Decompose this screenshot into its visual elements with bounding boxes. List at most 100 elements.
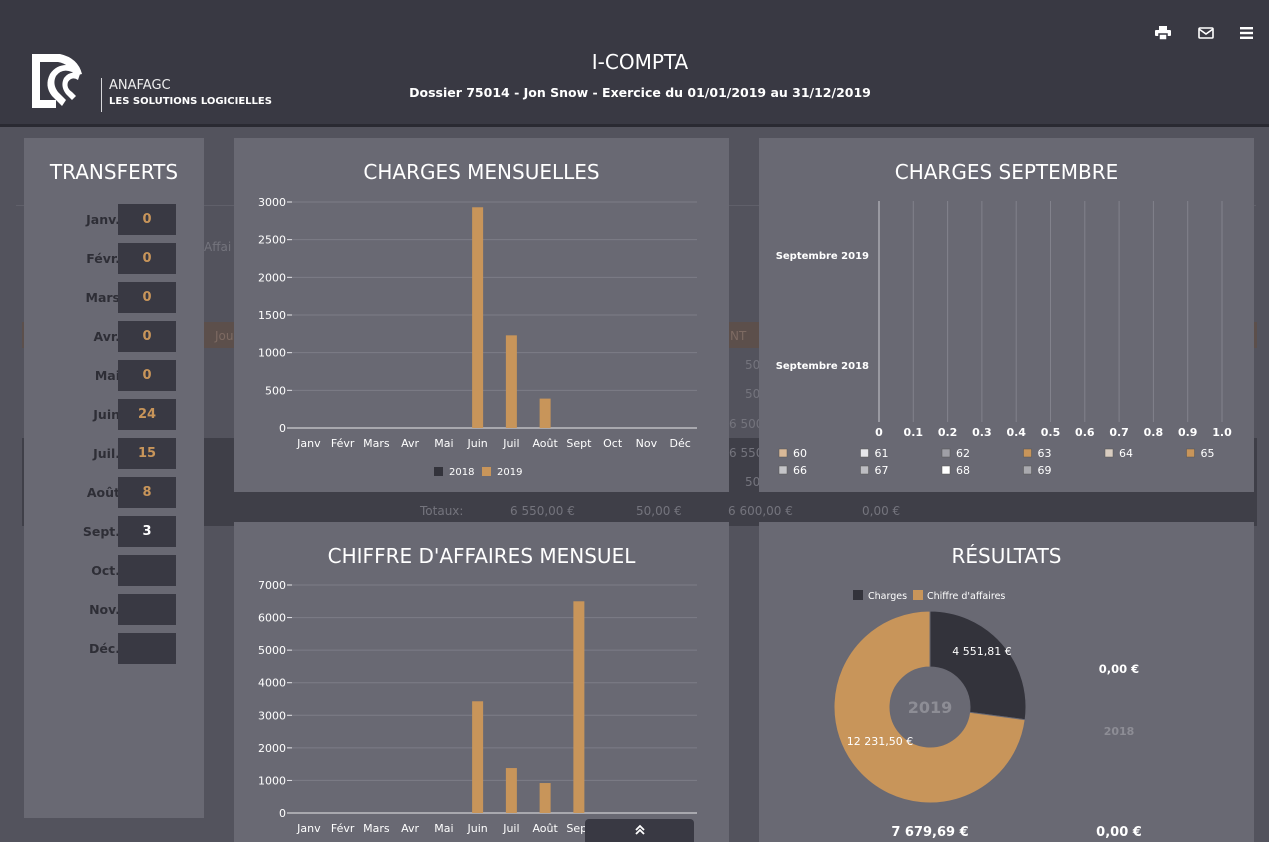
legend-label: 61 xyxy=(875,447,889,460)
bar-2019-Août xyxy=(539,783,551,813)
legend-swatch xyxy=(941,448,951,458)
transfert-count[interactable]: 0 xyxy=(118,321,176,352)
legend-label: 67 xyxy=(875,464,889,477)
legend-label: Chiffre d'affaires xyxy=(927,591,1005,602)
x-tick-label: 0.8 xyxy=(1144,426,1164,439)
transfert-row: Juin 24 xyxy=(24,399,204,430)
transfert-count[interactable]: 0 xyxy=(118,282,176,313)
chiffre-affaires-title: CHIFFRE D'AFFAIRES MENSUEL xyxy=(327,544,636,568)
transfert-month: Juin xyxy=(93,407,120,422)
y-tick-label: 500 xyxy=(265,384,286,397)
resultats-title: RÉSULTATS xyxy=(951,544,1062,568)
x-tick-label: Janv xyxy=(296,822,321,835)
transfert-count[interactable]: 0 xyxy=(118,360,176,391)
y-tick-label: 4000 xyxy=(258,677,286,690)
y-tick-label: 6000 xyxy=(258,612,286,625)
background-value: 50 xyxy=(745,358,761,372)
background-text: Jou xyxy=(215,329,234,343)
background-value: 6 550 xyxy=(729,446,764,460)
y-tick-label: 5000 xyxy=(258,644,286,657)
y-tick-label: 1000 xyxy=(258,774,286,787)
y-tick-label: 2000 xyxy=(258,271,286,284)
brand-name: ANAFAGC xyxy=(109,78,171,93)
charges-septembre-title: CHARGES SEPTEMBRE xyxy=(894,160,1119,184)
transfert-month: Févr. xyxy=(86,251,120,266)
bar-2019-Juin xyxy=(472,701,484,813)
menu-icon[interactable] xyxy=(1239,26,1255,40)
x-tick-label: Mai xyxy=(434,437,453,450)
transfert-month: Janv. xyxy=(86,212,120,227)
transfert-month: Mai xyxy=(94,368,120,383)
transfert-count[interactable] xyxy=(118,633,176,664)
transfert-row: Avr. 0 xyxy=(24,321,204,352)
transfert-count[interactable]: 3 xyxy=(118,516,176,547)
background-total: 6 600,00 € xyxy=(728,504,793,518)
bar-2019-Sept xyxy=(573,601,585,813)
transfert-count[interactable]: 0 xyxy=(118,243,176,274)
transfert-count[interactable] xyxy=(118,555,176,586)
x-tick-label: 0.6 xyxy=(1075,426,1095,439)
transfert-month: Oct. xyxy=(91,563,120,578)
x-tick-label: Févr xyxy=(331,437,355,450)
resultats-panel: RÉSULTATS 2019 4 551,81 € 12 231,50 € Charg… xyxy=(759,522,1254,842)
legend-swatch xyxy=(778,465,788,475)
transfert-count[interactable]: 8 xyxy=(118,477,176,508)
scroll-top-button[interactable] xyxy=(585,819,694,842)
dossier-subtitle: Dossier 75014 - Jon Snow - Exercice du 0… xyxy=(409,85,871,100)
x-tick-label: Déc xyxy=(669,437,690,450)
x-tick-label: Févr xyxy=(331,822,355,835)
transfert-month: Sept. xyxy=(82,524,120,539)
legend-label: Charges xyxy=(868,591,907,602)
legend-label: 69 xyxy=(1038,464,1052,477)
y-tick-label: 0 xyxy=(279,807,286,820)
x-tick-label: 0.3 xyxy=(972,426,992,439)
legend-swatch xyxy=(941,465,951,475)
result-2019-total: 7 679,69 € xyxy=(891,825,968,840)
transfert-row: Janv. 0 xyxy=(24,204,204,235)
x-tick-label: Oct xyxy=(603,437,623,450)
result-2018-value: 0,00 € xyxy=(1099,662,1139,676)
transfert-row: Août 8 xyxy=(24,477,204,508)
resultats-chart: 2019 4 551,81 € 12 231,50 € Charges Chiffre … xyxy=(833,590,1142,840)
x-tick-label: 0.5 xyxy=(1041,426,1061,439)
transfert-count[interactable]: 24 xyxy=(118,399,176,430)
transfert-row: Févr. 0 xyxy=(24,243,204,274)
background-text: Affai xyxy=(204,240,232,254)
charges-mensuelles-chart: 0 500 1000 1500 2000 2500 3000 Janv Févr Mars Avr M… xyxy=(258,196,697,478)
transfert-count[interactable]: 0 xyxy=(118,204,176,235)
transfert-count[interactable]: 15 xyxy=(118,438,176,469)
x-tick-label: Juil xyxy=(502,437,519,450)
chiffre-affaires-panel: CHIFFRE D'AFFAIRES MENSUEL 0 1000 2000 3000… xyxy=(234,522,729,842)
legend-label: 63 xyxy=(1038,447,1052,460)
transfert-month: Mars xyxy=(85,290,120,305)
x-tick-label: 0.2 xyxy=(938,426,958,439)
legend-label: 64 xyxy=(1119,447,1133,460)
y-tick-label: 1000 xyxy=(258,347,286,360)
transfert-row: Juil. 15 xyxy=(24,438,204,469)
x-tick-label: Avr xyxy=(401,822,419,835)
x-tick-label: Avr xyxy=(401,437,419,450)
transfert-count[interactable] xyxy=(118,594,176,625)
anafagc-logo xyxy=(32,54,82,108)
print-icon[interactable] xyxy=(1155,26,1171,40)
pie-slice-Charges xyxy=(929,610,1027,721)
y-tick-label: 3000 xyxy=(258,196,286,209)
background-text: NT xyxy=(730,329,747,343)
transfert-month: Nov. xyxy=(89,602,120,617)
y-category-label: Septembre 2018 xyxy=(776,361,869,372)
x-tick-label: 0 xyxy=(875,426,883,439)
result-2018-total: 0,00 € xyxy=(1096,825,1142,840)
x-tick-label: Mai xyxy=(434,822,453,835)
legend-swatch xyxy=(482,467,491,476)
transfert-row: Oct. xyxy=(24,555,204,586)
app-title: I-COMPTA xyxy=(591,50,689,74)
charges-mensuelles-panel: CHARGES MENSUELLES 0 500 1000 1500 2000 2500 3… xyxy=(234,138,729,492)
legend-label: 62 xyxy=(956,447,970,460)
brand-tagline: LES SOLUTIONS LOGICIELLES xyxy=(109,96,272,107)
x-tick-label: Mars xyxy=(363,437,390,450)
transfert-month: Juil. xyxy=(93,446,120,461)
x-tick-label: 1.0 xyxy=(1212,426,1232,439)
x-tick-label: 0.7 xyxy=(1109,426,1129,439)
mail-icon[interactable] xyxy=(1198,26,1214,40)
pie-slice-label: 12 231,50 € xyxy=(847,735,913,748)
